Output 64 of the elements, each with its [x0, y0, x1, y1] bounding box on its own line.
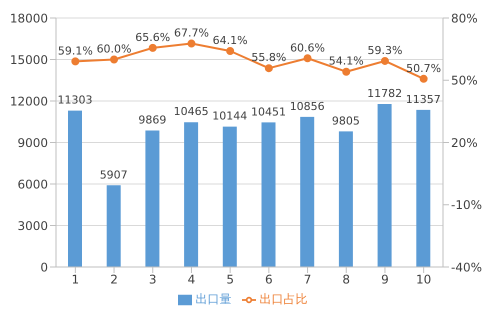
y2-tick-label: 80% — [451, 11, 478, 26]
point — [380, 56, 389, 65]
y-tick-label: 9000 — [17, 136, 48, 150]
x-tick-label: 5 — [226, 272, 234, 287]
bar — [378, 104, 392, 267]
point — [264, 64, 273, 72]
x-tick-label: 1 — [72, 272, 80, 287]
point — [148, 44, 157, 52]
point — [110, 56, 118, 64]
y-tick-label: 3000 — [17, 218, 48, 233]
bar — [338, 131, 353, 267]
y2-tick-label: -40% — [451, 260, 482, 274]
data-label: 10465 — [174, 105, 209, 118]
data-label: 9805 — [332, 114, 360, 128]
data-label: 60.6% — [290, 41, 326, 54]
x-tick-label: 7 — [304, 272, 312, 287]
point — [342, 68, 350, 76]
x-tick-label: 2 — [110, 272, 118, 287]
data-label: 9869 — [138, 113, 166, 126]
y-tick-label: 18000 — [10, 11, 48, 26]
y2-tick-label: 20% — [451, 136, 478, 150]
data-label: 11782 — [367, 87, 402, 100]
legend-label: 出口占比 — [260, 292, 308, 306]
data-label: 60.0% — [96, 42, 132, 56]
x-tick-label: 8 — [342, 272, 350, 287]
data-label: 11303 — [58, 94, 92, 107]
bar — [68, 110, 82, 267]
point — [420, 74, 428, 83]
y2-tick-label: -10% — [451, 198, 482, 212]
x-tick-label: 6 — [265, 272, 273, 287]
x-tick-label: 4 — [188, 272, 196, 287]
point — [226, 46, 234, 55]
point — [187, 40, 196, 48]
data-label: 55.8% — [251, 51, 286, 64]
data-label: 59.3% — [367, 44, 402, 57]
data-label: 11357 — [406, 92, 441, 106]
point — [304, 54, 312, 62]
y-tick-label: 15000 — [10, 52, 48, 67]
bar — [184, 122, 198, 267]
y-tick-label: 6000 — [17, 177, 48, 192]
legend-label: 出口量 — [196, 292, 232, 306]
data-label: 67.7% — [174, 26, 209, 40]
data-label: 65.6% — [135, 30, 170, 44]
data-label: 54.1% — [328, 54, 364, 68]
y-tick-label: 0 — [40, 260, 48, 274]
data-label: 64.1% — [212, 34, 248, 47]
bar — [222, 126, 237, 267]
data-label: 50.7% — [406, 62, 442, 75]
data-label: 59.1% — [58, 44, 93, 58]
data-label: 5907 — [100, 168, 128, 182]
point — [71, 57, 80, 66]
x-tick-label: 3 — [148, 272, 157, 287]
x-tick-label: 9 — [381, 272, 389, 287]
bar — [300, 116, 314, 267]
data-label: 10451 — [251, 105, 286, 118]
y2-tick-label: 50% — [451, 74, 478, 88]
bar — [262, 122, 276, 267]
bar — [106, 185, 121, 267]
bar — [416, 110, 430, 267]
data-label: 10856 — [290, 100, 325, 113]
bar — [145, 130, 160, 267]
data-label: 10144 — [212, 110, 248, 123]
y-tick-label: 12000 — [10, 94, 48, 108]
x-tick-label: 10 — [416, 272, 432, 287]
